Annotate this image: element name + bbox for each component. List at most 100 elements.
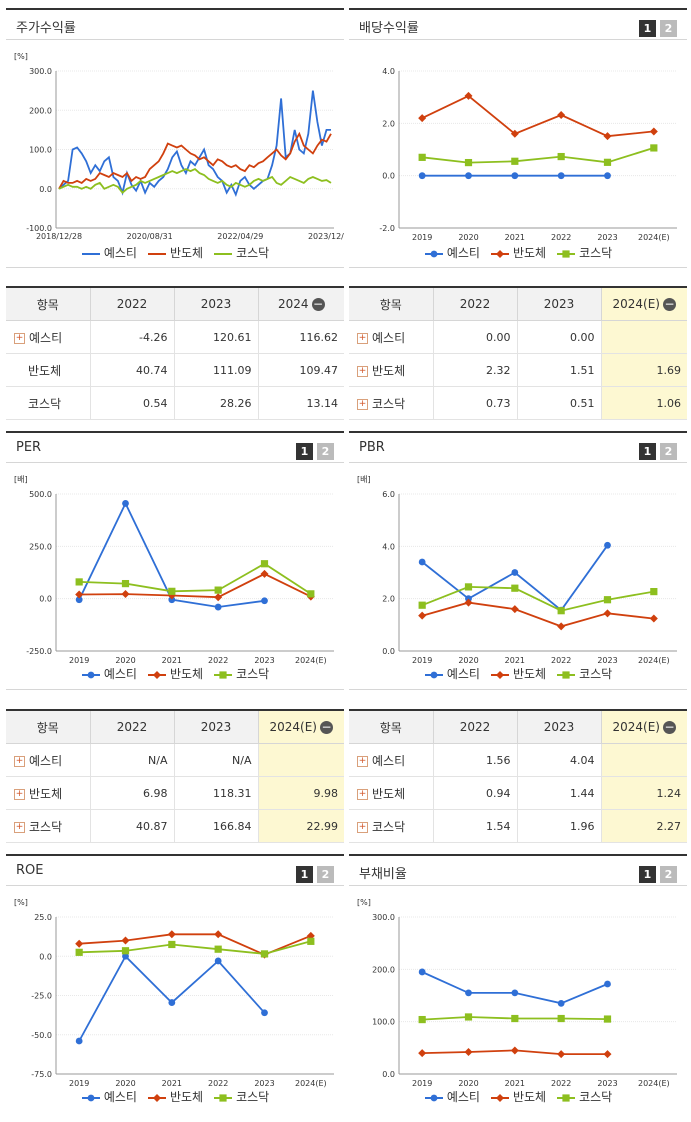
plus-icon[interactable]: + <box>357 365 368 377</box>
table-cell <box>601 320 687 354</box>
minus-icon[interactable]: − <box>662 720 676 734</box>
y-tick-label: 0.0 <box>382 172 395 181</box>
x-tick-label: 2021 <box>505 656 525 665</box>
table-cell <box>258 743 344 777</box>
page-1-button[interactable]: 1 <box>296 443 313 460</box>
data-point <box>418 172 426 180</box>
legend: 예스티 반도체 코스닥 <box>6 1088 344 1105</box>
chart-area: [배] -250.0 0.0 250.0 500.0 2019 2020 2021 2022 20… <box>6 464 344 699</box>
data-point <box>75 578 83 586</box>
data-point <box>650 588 658 596</box>
series-points <box>418 541 611 614</box>
data-point <box>510 605 519 614</box>
plus-icon[interactable]: + <box>14 755 25 767</box>
plus-icon[interactable]: + <box>357 755 368 767</box>
legend-marker <box>430 250 438 257</box>
x-tick-label: 2019 <box>69 1079 89 1088</box>
minus-icon[interactable]: − <box>662 297 676 311</box>
plus-icon[interactable]: + <box>357 332 368 344</box>
page-2-button[interactable]: 2 <box>660 20 677 37</box>
data-point <box>603 609 612 618</box>
plus-icon[interactable]: + <box>357 821 368 833</box>
panel-title: PBR <box>359 440 385 455</box>
table-cell: -4.26 <box>90 320 175 354</box>
data-point <box>121 579 130 588</box>
data-point <box>510 1046 519 1055</box>
x-tick-label: 2018/12/28 <box>36 232 82 241</box>
x-tick-label: 2023/12/28 <box>308 232 344 241</box>
y-tick-label: -2.0 <box>379 224 395 233</box>
data-point <box>418 1015 426 1024</box>
header-label: 2022 <box>116 297 148 311</box>
data-point <box>75 590 84 599</box>
legend-marker <box>152 670 161 679</box>
row-label: + 반도체 <box>6 776 91 810</box>
table-cell: 1.54 <box>433 809 518 843</box>
axes: [배] 0.0 2.0 4.0 6.0 <box>357 475 677 656</box>
data-point <box>261 597 268 605</box>
table-row: + 코스닥 1.54 1.96 2.27 <box>349 809 687 843</box>
legend-marker <box>152 1093 161 1102</box>
column-header-year: 2024(E) − <box>601 287 687 321</box>
panel-header: 주가수익률 <box>6 8 344 40</box>
page-2-button[interactable]: 2 <box>660 866 677 883</box>
data-point <box>121 947 130 955</box>
table-cell: 116.62 <box>258 320 344 354</box>
x-tick-label: 2021 <box>162 656 182 665</box>
y-tick-label: 4.0 <box>382 67 395 76</box>
data-point <box>168 587 176 595</box>
legend-marker <box>562 249 570 258</box>
page-1-button[interactable]: 1 <box>639 866 656 883</box>
series-points <box>75 952 268 1045</box>
page-2-button[interactable]: 2 <box>660 443 677 460</box>
panel-title: 부채비율 <box>359 867 407 882</box>
column-header-year: 2024(E) − <box>601 710 687 744</box>
page-1-button[interactable]: 1 <box>639 443 656 460</box>
stock-return-chart: [%] -100.0 0.0 100.0 200.0 300.0 2018/12/28 202… <box>14 52 344 241</box>
y-tick-label: 200.0 <box>29 106 52 115</box>
x-tick-label: 2020 <box>458 656 478 665</box>
legend-item: 코스닥 <box>213 665 269 682</box>
plus-icon[interactable]: + <box>357 398 368 410</box>
minus-icon[interactable]: − <box>311 297 325 311</box>
data-point <box>604 172 611 180</box>
legend-item: 코스닥 <box>556 244 612 261</box>
y-tick-label: -25.0 <box>31 992 52 1001</box>
data-point <box>260 950 269 958</box>
plus-icon[interactable]: + <box>357 788 368 800</box>
y-unit-label: [배] <box>14 475 28 484</box>
table-cell: 9.98 <box>258 776 344 810</box>
x-tick-label: 2022 <box>551 656 571 665</box>
page-2-button[interactable]: 2 <box>317 866 334 883</box>
x-tick-label: 2024(E) <box>638 1079 670 1088</box>
row-label-text: 코스닥 <box>29 819 63 834</box>
x-tick-label: 2019 <box>412 233 432 242</box>
data-point <box>121 936 130 945</box>
series-points <box>418 1013 612 1024</box>
data-point <box>464 598 473 607</box>
table-cell: 2.27 <box>601 809 687 843</box>
x-tick-label: 2019 <box>412 1079 432 1088</box>
column-header-year: 2023 <box>174 287 259 321</box>
per-table: 항목 2022 2023 2024(E) − + 예스티 N/A N/A + 반도체 6.98 118.… <box>6 709 344 843</box>
page-1-button[interactable]: 1 <box>296 866 313 883</box>
panel-stock-return: 주가수익률 [%] -100.0 0.0 100.0 200.0 300.0 2018/12… <box>6 8 344 268</box>
plus-icon[interactable]: + <box>14 821 25 833</box>
x-tick-label: 2019 <box>69 656 89 665</box>
table-row: + 예스티 -4.26 120.61 116.62 <box>6 320 344 354</box>
data-point <box>122 500 129 507</box>
minus-icon[interactable]: − <box>319 720 333 734</box>
data-point <box>214 930 223 939</box>
page-2-button[interactable]: 2 <box>317 443 334 460</box>
dividend-yield-table: 항목 2022 2023 2024(E) − + 예스티 0.00 0.00 + 반도체 2.32 1.… <box>349 286 687 420</box>
plus-icon[interactable]: + <box>14 788 25 800</box>
data-point <box>603 158 612 166</box>
legend-marker-icon <box>214 252 233 255</box>
plus-icon[interactable]: + <box>14 332 25 344</box>
page-1-button[interactable]: 1 <box>639 20 656 37</box>
row-label-text: 반도체 <box>372 786 406 801</box>
column-header-item: 항목 <box>349 710 434 744</box>
legend-marker-icon <box>557 670 576 679</box>
data-point <box>649 614 658 623</box>
legend-label: 반도체 <box>169 667 204 681</box>
